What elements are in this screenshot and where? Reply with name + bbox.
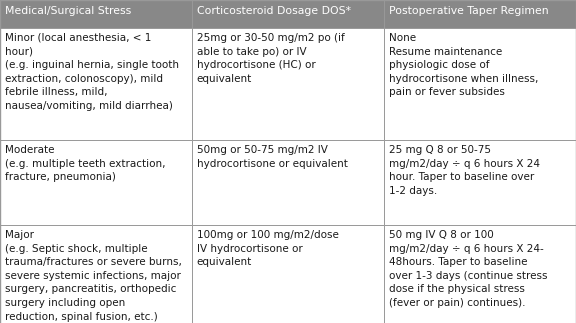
Text: Postoperative Taper Regimen: Postoperative Taper Regimen [389,6,548,16]
Bar [0,225,192,323]
Text: 25 mg Q 8 or 50-75
mg/m2/day ÷ q 6 hours X 24
hour. Taper to baseline over
1-2 d: 25 mg Q 8 or 50-75 mg/m2/day ÷ q 6 hours… [389,145,540,196]
Bar [384,28,576,140]
Bar [192,0,384,28]
Text: Moderate
(e.g. multiple teeth extraction,
fracture, pneumonia): Moderate (e.g. multiple teeth extraction… [5,145,165,182]
Text: 50mg or 50-75 mg/m2 IV
hydrocortisone or equivalent: 50mg or 50-75 mg/m2 IV hydrocortisone or… [197,145,348,169]
Text: Corticosteroid Dosage DOS*: Corticosteroid Dosage DOS* [197,6,351,16]
Text: 100mg or 100 mg/m2/dose
IV hydrocortisone or
equivalent: 100mg or 100 mg/m2/dose IV hydrocortison… [197,230,339,267]
Bar [0,28,192,140]
Text: Medical/Surgical Stress: Medical/Surgical Stress [5,6,131,16]
Bar [0,0,192,28]
Text: None
Resume maintenance
physiologic dose of
hydrocortisone when illness,
pain or: None Resume maintenance physiologic dose… [389,33,538,98]
Text: Minor (local anesthesia, < 1
hour)
(e.g. inguinal hernia, single tooth
extractio: Minor (local anesthesia, < 1 hour) (e.g.… [5,33,179,111]
Text: 25mg or 30-50 mg/m2 po (if
able to take po) or IV
hydrocortisone (HC) or
equival: 25mg or 30-50 mg/m2 po (if able to take … [197,33,344,84]
Bar [384,225,576,323]
Bar [192,28,384,140]
Bar [384,140,576,225]
Bar [384,0,576,28]
Text: 50 mg IV Q 8 or 100
mg/m2/day ÷ q 6 hours X 24-
48hours. Taper to baseline
over : 50 mg IV Q 8 or 100 mg/m2/day ÷ q 6 hour… [389,230,547,308]
Bar [192,140,384,225]
Bar [0,140,192,225]
Text: Major
(e.g. Septic shock, multiple
trauma/fractures or severe burns,
severe syst: Major (e.g. Septic shock, multiple traum… [5,230,182,322]
Bar [192,225,384,323]
